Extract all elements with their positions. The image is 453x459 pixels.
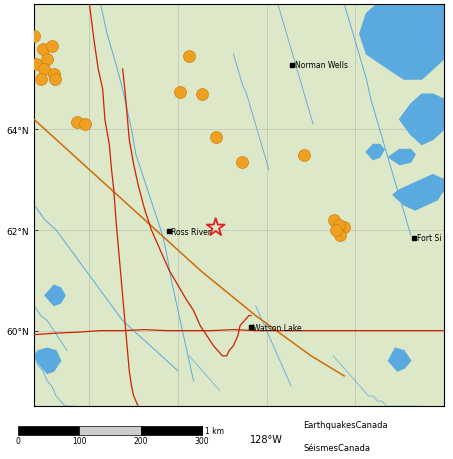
Point	[73, 119, 81, 126]
Point	[341, 224, 348, 232]
Text: 300: 300	[194, 436, 209, 445]
Polygon shape	[389, 150, 415, 165]
Text: EarthquakesCanada: EarthquakesCanada	[304, 420, 388, 429]
Point	[185, 54, 193, 61]
Point	[48, 44, 55, 51]
Text: SéismesCanada: SéismesCanada	[304, 443, 371, 452]
Polygon shape	[366, 145, 384, 160]
Text: 0: 0	[16, 436, 20, 445]
Point	[43, 56, 51, 63]
Text: 1 km: 1 km	[205, 426, 224, 435]
Point	[33, 61, 40, 68]
Text: Fort Si: Fort Si	[417, 234, 441, 242]
Point	[212, 224, 219, 232]
Bar	[79, 426, 140, 435]
Point	[333, 227, 340, 234]
Point	[51, 76, 58, 84]
Point	[82, 122, 89, 129]
Text: 100: 100	[72, 436, 87, 445]
Polygon shape	[389, 348, 411, 371]
Polygon shape	[360, 5, 444, 80]
Polygon shape	[400, 95, 444, 145]
Point	[50, 71, 58, 78]
Point	[212, 134, 219, 141]
Text: Norman Wells: Norman Wells	[295, 62, 348, 70]
Point	[40, 66, 48, 73]
Point	[336, 232, 343, 239]
Polygon shape	[393, 175, 444, 210]
Point	[177, 89, 184, 96]
Point	[239, 159, 246, 167]
Point	[335, 222, 342, 229]
Text: Ross River: Ross River	[171, 227, 212, 236]
Point	[301, 151, 308, 159]
Point	[331, 217, 338, 224]
Point	[199, 91, 206, 99]
Polygon shape	[45, 285, 65, 306]
Text: 200: 200	[133, 436, 148, 445]
Polygon shape	[34, 348, 61, 374]
Text: Watson Lake: Watson Lake	[253, 323, 302, 332]
Point	[30, 34, 38, 41]
Point	[39, 46, 47, 53]
Text: 128°W: 128°W	[250, 434, 283, 444]
Point	[37, 76, 44, 84]
Bar	[18, 426, 79, 435]
Bar	[140, 426, 202, 435]
